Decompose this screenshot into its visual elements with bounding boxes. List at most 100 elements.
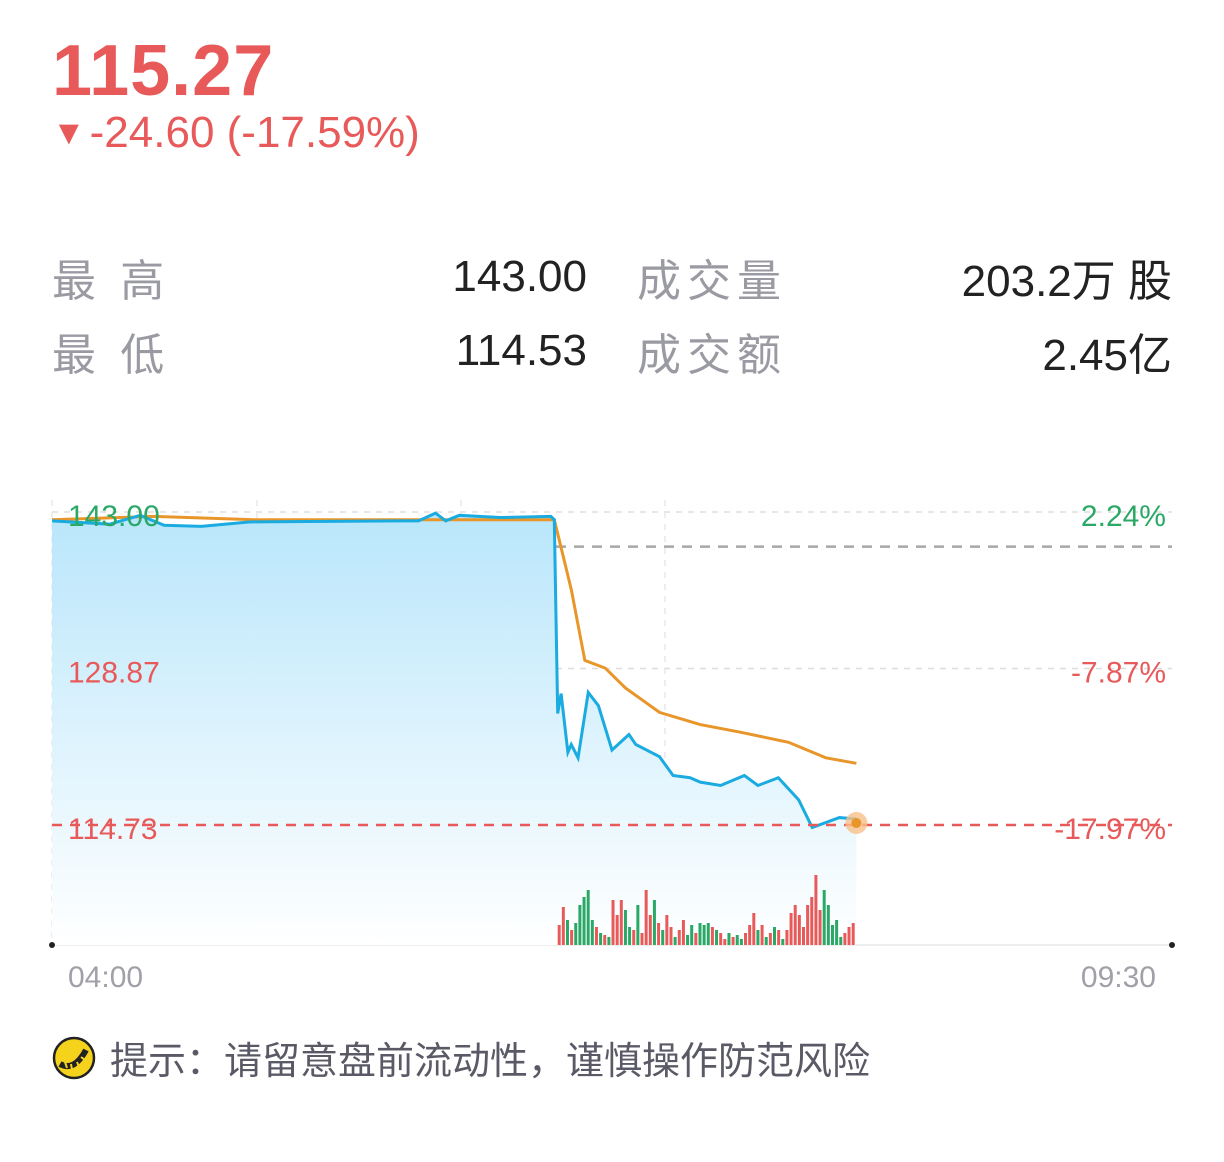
volume-bar: [835, 920, 839, 945]
volume-bar: [599, 933, 603, 945]
volume-bar: [764, 937, 768, 945]
volume-bar: [719, 933, 723, 945]
intraday-chart[interactable]: 143.00 128.87 114.73 2.24% -7.87% -17.97% 04:0…: [0, 0, 1224, 1010]
volume-label: 成交量: [637, 257, 787, 306]
volume-bar: [694, 933, 698, 945]
low-label: 最 低: [52, 331, 171, 380]
volume-bar: [715, 930, 719, 945]
stats-table: 最 高 143.00 成交量 203.2万 股 最 低 114.53 成交额 2…: [52, 240, 1172, 388]
tip-banner: 提示：请留意盘前流动性，谨慎操作防范风险: [52, 1030, 870, 1085]
axis-end-dot: [1169, 942, 1175, 948]
volume-bar: [748, 925, 752, 945]
volume-bar: [735, 935, 739, 945]
volume-bar: [557, 925, 561, 945]
volume-value: 203.2万 股: [961, 257, 1172, 306]
volume-bar: [768, 933, 772, 945]
pct-tick-label: 2.24%: [1081, 500, 1166, 533]
last-price: 115.27: [52, 31, 275, 111]
volume-bar: [681, 920, 685, 945]
stats-row: 最 高 143.00 成交量 203.2万 股: [52, 240, 1172, 314]
y-tick-label: 143.00: [68, 500, 160, 533]
last-price-dot: [851, 818, 862, 829]
volume-bar: [756, 930, 760, 945]
axis-end-dot: [49, 942, 55, 948]
volume-bar: [810, 897, 814, 945]
volume-bar: [636, 905, 640, 945]
volume-bar: [677, 930, 681, 945]
volume-bar: [744, 933, 748, 945]
volume-bar: [797, 915, 801, 945]
price-change: ▼ -24.60 (-17.59%): [52, 108, 420, 158]
volume-bar: [814, 875, 818, 945]
volume-bar: [739, 939, 743, 945]
volume-bar: [582, 897, 586, 945]
volume-bar: [830, 925, 834, 945]
volume-bar: [574, 923, 578, 945]
pct-tick-label: -17.97%: [1054, 813, 1166, 846]
volume-bar: [640, 933, 644, 945]
volume-bar: [801, 927, 805, 945]
volume-bar: [586, 890, 590, 945]
volume-bar: [657, 923, 661, 945]
volume-bar: [698, 923, 702, 945]
volume-bar: [843, 933, 847, 945]
price-area: [52, 513, 857, 945]
volume-bar: [777, 930, 781, 945]
y-tick-label: 114.73: [68, 813, 158, 846]
volume-bar: [607, 937, 611, 945]
x-tick-label: 04:00: [68, 961, 143, 994]
volume-bar: [690, 925, 694, 945]
volume-bar: [785, 930, 789, 945]
volume-bar: [661, 930, 665, 945]
volume-bar: [673, 937, 677, 945]
volume-bar: [619, 900, 623, 945]
volume-bar: [665, 915, 669, 945]
volume-bar: [760, 925, 764, 945]
volume-bar: [702, 925, 706, 945]
tip-text: 提示：请留意盘前流动性，谨慎操作防范风险: [110, 1041, 871, 1083]
volume-bar: [603, 935, 607, 945]
stats-row: 最 低 114.53 成交额 2.45亿: [52, 314, 1172, 388]
volume-bar: [818, 910, 822, 945]
volume-bar: [773, 927, 777, 945]
volume-bar: [615, 915, 619, 945]
volume-bar: [752, 913, 756, 945]
volume-bar: [590, 920, 594, 945]
tiger-logo-icon: [52, 1036, 96, 1079]
high-label: 最 高: [52, 257, 171, 306]
turnover-label: 成交额: [637, 331, 787, 380]
volume-bar: [822, 890, 826, 945]
volume-bar: [851, 923, 855, 945]
pct-tick-label: -7.87%: [1071, 657, 1166, 690]
volume-bar: [789, 913, 793, 945]
price-line: [51, 511, 857, 830]
volume-bar: [611, 900, 615, 945]
volume-bar: [706, 923, 710, 945]
volume-bar: [793, 905, 797, 945]
volume-bar: [623, 910, 627, 945]
volume-bar: [731, 937, 735, 945]
volume-bar: [723, 939, 727, 945]
volume-bar: [570, 930, 574, 945]
volume-bar: [727, 933, 731, 945]
volume-bar: [806, 905, 810, 945]
average-price-line: [51, 514, 857, 765]
volume-bar: [781, 939, 785, 945]
volume-bar: [594, 927, 598, 945]
low-value: 114.53: [455, 326, 587, 375]
volume-bar: [644, 890, 648, 945]
y-tick-label: 128.87: [68, 657, 160, 690]
volume-bar: [669, 927, 673, 945]
volume-bar: [561, 907, 565, 945]
volume-bar: [826, 905, 830, 945]
volume-bar: [565, 920, 569, 945]
volume-bar: [628, 927, 632, 945]
high-value: 143.00: [452, 252, 587, 301]
volume-bar: [578, 905, 582, 945]
volume-bar: [710, 927, 714, 945]
change-value: -24.60 (-17.59%): [89, 108, 420, 157]
volume-bar: [652, 900, 656, 945]
turnover-value: 2.45亿: [1042, 331, 1172, 380]
x-tick-label: 09:30: [1081, 961, 1156, 994]
volume-bar: [648, 915, 652, 945]
